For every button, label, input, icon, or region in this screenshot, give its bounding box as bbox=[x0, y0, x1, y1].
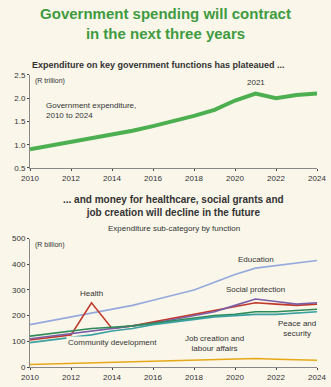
svg-text:2020: 2020 bbox=[226, 174, 244, 183]
svg-text:Health: Health bbox=[80, 289, 103, 298]
svg-text:2022: 2022 bbox=[267, 373, 285, 382]
svg-text:2018: 2018 bbox=[185, 174, 203, 183]
svg-text:Peace andsecurity: Peace andsecurity bbox=[278, 319, 316, 338]
svg-text:Job creation andlabour affairs: Job creation andlabour affairs bbox=[185, 334, 244, 353]
svg-text:0.5: 0.5 bbox=[14, 164, 26, 173]
svg-text:2012: 2012 bbox=[62, 373, 80, 382]
svg-text:2024: 2024 bbox=[308, 174, 326, 183]
svg-text:200: 200 bbox=[12, 311, 26, 320]
svg-text:... and money for healthcare,: ... and money for healthcare, social gra… bbox=[63, 194, 284, 218]
svg-text:2012: 2012 bbox=[62, 174, 80, 183]
svg-text:2022: 2022 bbox=[267, 174, 285, 183]
svg-text:0: 0 bbox=[21, 363, 26, 372]
svg-text:(R trillion): (R trillion) bbox=[35, 77, 65, 85]
svg-text:400: 400 bbox=[12, 260, 26, 269]
svg-text:2024: 2024 bbox=[308, 373, 326, 382]
svg-text:2010: 2010 bbox=[21, 373, 39, 382]
svg-text:2021: 2021 bbox=[247, 78, 265, 87]
svg-text:Government spending will contr: Government spending will contractin the … bbox=[40, 5, 291, 42]
svg-text:2014: 2014 bbox=[103, 373, 121, 382]
svg-text:Government expenditure,2010 to: Government expenditure,2010 to 2024 bbox=[46, 101, 136, 120]
svg-text:Expenditure sub-category by fu: Expenditure sub-category by function bbox=[108, 224, 240, 233]
svg-text:500: 500 bbox=[12, 234, 26, 243]
svg-text:Community development: Community development bbox=[68, 338, 157, 347]
svg-text:2010: 2010 bbox=[21, 174, 39, 183]
svg-text:2018: 2018 bbox=[185, 373, 203, 382]
svg-text:2020: 2020 bbox=[226, 373, 244, 382]
svg-text:2.5: 2.5 bbox=[14, 71, 26, 80]
svg-text:Education: Education bbox=[238, 255, 274, 264]
svg-text:2016: 2016 bbox=[144, 373, 162, 382]
svg-text:2.0: 2.0 bbox=[14, 94, 26, 103]
svg-text:100: 100 bbox=[12, 337, 26, 346]
svg-text:Expenditure on key government: Expenditure on key government functions … bbox=[32, 60, 285, 70]
svg-text:2014: 2014 bbox=[103, 174, 121, 183]
svg-text:1.5: 1.5 bbox=[14, 117, 26, 126]
svg-text:2016: 2016 bbox=[144, 174, 162, 183]
svg-text:1.0: 1.0 bbox=[14, 141, 26, 150]
svg-text:300: 300 bbox=[12, 286, 26, 295]
svg-text:(R billion): (R billion) bbox=[35, 241, 65, 249]
svg-text:Social protection: Social protection bbox=[226, 285, 285, 294]
